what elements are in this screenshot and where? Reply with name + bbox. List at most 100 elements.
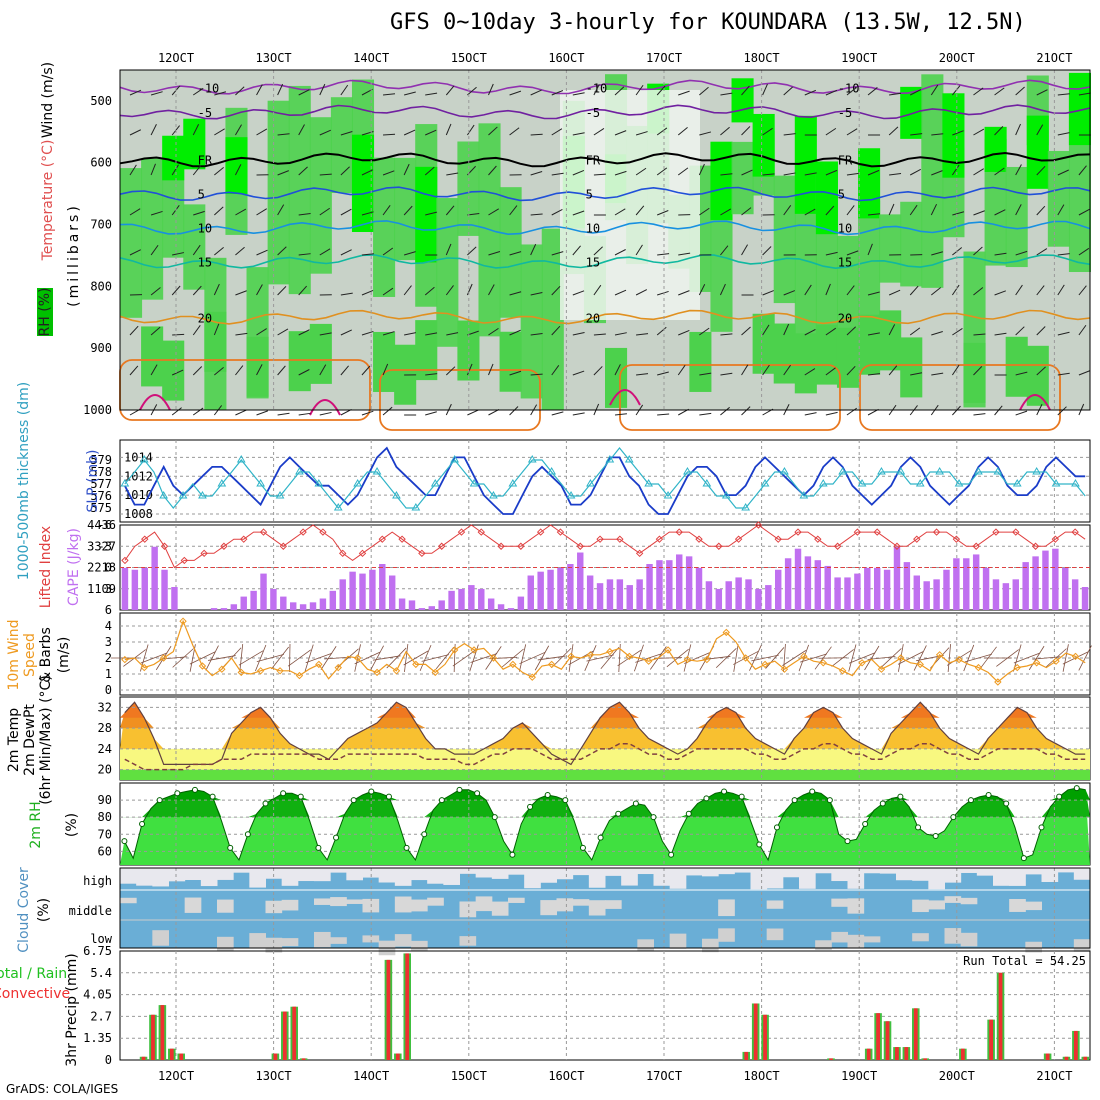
rh2m-marker	[1073, 785, 1080, 792]
wind-barb	[403, 163, 410, 176]
wind-barb	[488, 208, 500, 216]
wind-barb	[192, 285, 202, 296]
wind-barb	[361, 289, 374, 296]
wind10m-marker	[470, 646, 478, 654]
temp2m-label-0: 2m Temp	[6, 708, 22, 772]
rh-cell-high	[900, 86, 923, 139]
li-marker	[853, 528, 862, 536]
wind-barb	[234, 164, 242, 176]
rh2m-marker	[1020, 855, 1027, 862]
precip-total-label: Total / Rain	[0, 966, 67, 982]
precip-y-tick: 5.4	[90, 966, 112, 980]
wind10m-marker	[994, 678, 1002, 686]
wind-barb	[298, 166, 308, 176]
temp-band-20	[120, 769, 1090, 780]
top-x-tick: 12OCT	[158, 51, 194, 65]
li-marker	[259, 528, 268, 536]
wind-barb	[1015, 410, 1028, 416]
thickness-marker	[333, 503, 343, 511]
rh-cell	[794, 169, 817, 375]
wind-barb	[467, 86, 477, 96]
thickness-label: 1000-500mb thickness (dm)	[16, 382, 32, 580]
wind10m-marker	[703, 655, 711, 664]
cape-bar	[1012, 579, 1019, 610]
rh-cell	[520, 244, 543, 399]
top-x-tick: 13OCT	[256, 51, 292, 65]
wind-barb	[825, 367, 836, 376]
temp-contour-30	[139, 394, 171, 411]
wind-barb	[551, 251, 564, 256]
wind10m-barb	[963, 644, 975, 672]
wind10m-marker	[586, 651, 595, 659]
wind-barb	[235, 86, 245, 96]
wind10m-marker	[412, 660, 420, 669]
wind10m-barb	[140, 652, 168, 664]
precip-convective-bar	[1045, 1053, 1050, 1060]
cape-bar	[854, 573, 861, 610]
wind10m-marker	[800, 652, 808, 661]
cape-bar	[577, 552, 584, 610]
wind10m-marker	[373, 668, 381, 677]
wind-barb	[657, 290, 669, 296]
wind-barb	[1015, 371, 1028, 376]
bottom-x-tick: 12OCT	[158, 1069, 194, 1083]
wind-barb	[846, 365, 856, 376]
wind-barb	[699, 207, 710, 216]
wind-barb	[572, 210, 585, 216]
rh2m-marker	[333, 834, 340, 841]
wind10m-marker	[179, 617, 187, 625]
cloud-low-gap	[459, 936, 477, 946]
wind-barb	[909, 204, 918, 216]
wind10m-barb	[800, 653, 828, 663]
wind-barb	[446, 172, 459, 176]
cape-bar	[1032, 556, 1039, 610]
cloud-high-gap	[960, 868, 978, 873]
temp-contour-25	[379, 369, 541, 431]
precip-convective-bar	[386, 959, 391, 1060]
bottom-x-tick: 21OCT	[1036, 1069, 1072, 1083]
rh-cell-low	[141, 326, 164, 387]
cloud-high-gap	[346, 868, 363, 881]
thickness-marker	[236, 455, 246, 463]
cape-bar	[794, 548, 802, 610]
rh2m-unit-label: (%)	[64, 813, 80, 837]
wind-barb	[445, 243, 452, 256]
thickness-marker	[915, 479, 925, 487]
wind10m-barb	[238, 650, 264, 666]
li-marker	[715, 542, 723, 550]
cloud-high-gap	[928, 868, 945, 890]
wind10m-barb	[271, 646, 289, 670]
wind-barb	[235, 124, 242, 136]
rh-cell-low	[415, 320, 438, 381]
wind-barb	[277, 170, 289, 176]
wind-barb	[867, 373, 881, 376]
thickness-marker	[1032, 467, 1042, 475]
cape-bar	[755, 588, 762, 610]
rh-cell-low	[499, 331, 522, 392]
thickness-marker	[256, 479, 266, 487]
wind-barb	[741, 126, 751, 136]
wind-barb	[403, 205, 413, 216]
wind-barb	[404, 332, 416, 336]
wind-barb	[952, 130, 964, 136]
cloud-high-gap	[168, 868, 186, 882]
li-marker	[913, 535, 921, 543]
wind10m-marker	[819, 659, 827, 667]
wind-barb	[656, 326, 667, 336]
wind-barb	[530, 89, 542, 96]
wind10m-barb	[354, 651, 381, 665]
top-x-tick: 18OCT	[744, 51, 780, 65]
wind-y-tick: 2	[105, 651, 112, 665]
wind-barb	[951, 284, 960, 296]
wind-barb	[825, 89, 838, 96]
wind-barb	[319, 173, 332, 176]
temp-fill-30	[120, 702, 1090, 718]
wind-barb	[319, 248, 331, 256]
thickness-marker	[760, 479, 770, 487]
wind10m-barb	[751, 654, 779, 662]
top-x-tick: 19OCT	[841, 51, 877, 65]
wind-barb	[698, 163, 705, 176]
wind-barb	[277, 204, 285, 216]
li-marker	[1012, 528, 1020, 536]
wind10m-marker	[1052, 657, 1060, 665]
